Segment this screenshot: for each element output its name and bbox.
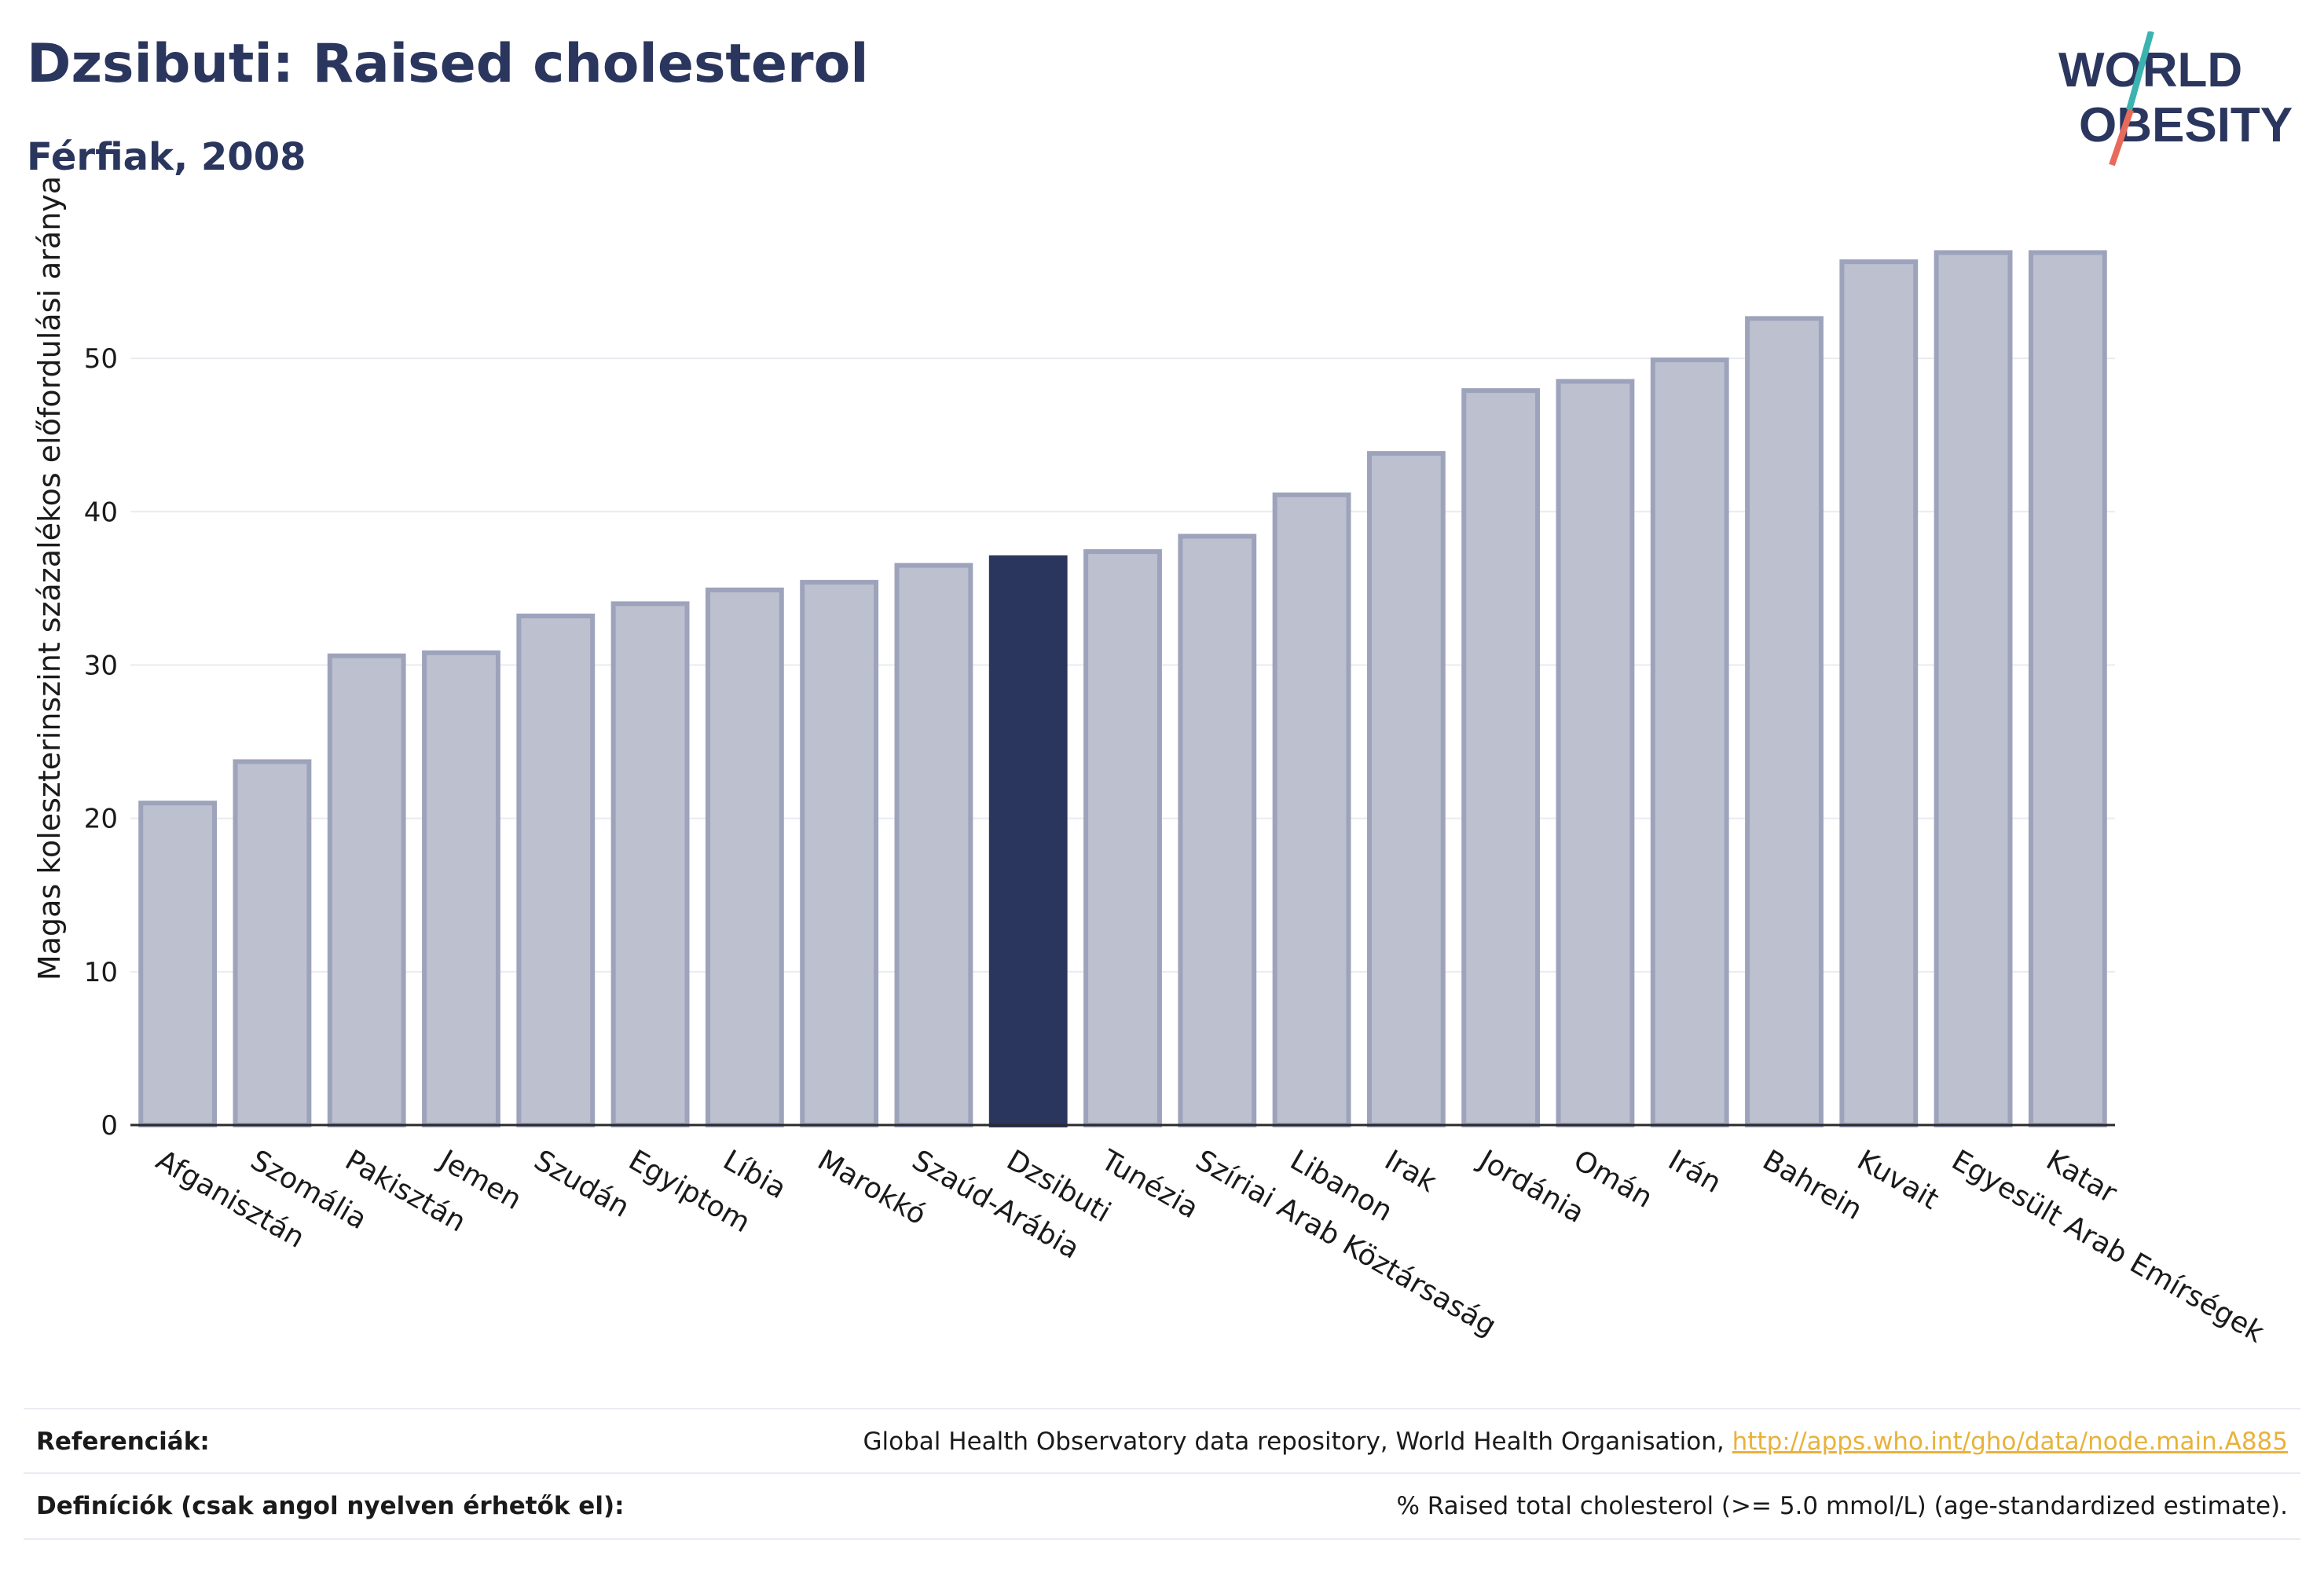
references-link[interactable]: http://apps.who.int/gho/data/node.main.A… [1732, 1428, 2288, 1456]
bar-Irak[interactable] [1366, 451, 1446, 1127]
x-tick-label: Szudán [529, 1144, 635, 1224]
bar-Omán[interactable] [1556, 379, 1635, 1127]
x-tick-label: Marokkó [812, 1144, 932, 1231]
bar-Libanon[interactable] [1272, 492, 1351, 1127]
bar-Tunézia[interactable] [1083, 549, 1162, 1127]
references-label: Referenciák: [36, 1428, 210, 1456]
chart-title: Dzsibuti: Raised cholesterol [27, 33, 869, 95]
bar-Dzsibuti[interactable] [988, 555, 1068, 1127]
logo-slash-top [2126, 31, 2154, 112]
logo-line-1: WORLD [2058, 43, 2242, 97]
y-tick-label: 20 [84, 804, 118, 835]
bar-Líbia[interactable] [705, 587, 784, 1127]
bar-Szudán[interactable] [516, 614, 596, 1127]
bar-Irán[interactable] [1650, 357, 1729, 1127]
bar-Bahrein[interactable] [1745, 316, 1824, 1128]
definitions-row: Definíciók (csak angol nyelven érhetők e… [24, 1472, 2300, 1540]
y-tick-label: 40 [84, 497, 118, 528]
y-tick-label: 50 [84, 343, 118, 375]
bar-Szíriai Arab Köztársaság[interactable] [1178, 533, 1257, 1127]
x-tick-label: Bahrein [1758, 1144, 1868, 1226]
references-row: Referenciák: Global Health Observatory d… [24, 1408, 2300, 1474]
world-obesity-logo: WORLD OBESITY [2058, 31, 2293, 167]
bars [130, 250, 2115, 1128]
bar-Szaúd-Arábia[interactable] [894, 563, 973, 1127]
bar-Egyesült Arab Emírségek[interactable] [1934, 250, 2013, 1127]
references-text: Global Health Observatory data repositor… [863, 1428, 1725, 1456]
bar-Egyiptom[interactable] [610, 601, 690, 1127]
chart-subtitle: Férfiak, 2008 [27, 135, 306, 179]
y-tick-label: 10 [84, 957, 118, 988]
x-tick-label: Irán [1662, 1144, 1726, 1200]
bar-Jemen[interactable] [422, 650, 500, 1127]
bar-Katar[interactable] [2028, 250, 2107, 1127]
bar-chart: 0 10 20 30 40 50 AfganisztánSzomáliaPakisztán… [32, 176, 2270, 1350]
x-tick-label: Kuvait [1852, 1144, 1945, 1216]
references-value: Global Health Observatory data repositor… [863, 1428, 2300, 1456]
x-tick-label: Irak [1379, 1144, 1442, 1199]
definitions-label: Definíciók (csak angol nyelven érhetők e… [36, 1492, 625, 1520]
bar-Jordánia[interactable] [1461, 388, 1541, 1127]
bar-Kuvait[interactable] [1839, 259, 1919, 1127]
y-axis-label: Magas koleszterinszint százalékos előfor… [32, 176, 67, 980]
bar-Afganisztán[interactable] [138, 801, 218, 1127]
y-tick-labels: 0 10 20 30 40 50 [84, 343, 118, 1142]
logo-line-2: OBESITY [2079, 98, 2293, 152]
bar-Pakisztán[interactable] [327, 653, 406, 1127]
bar-Szomália[interactable] [233, 759, 312, 1128]
y-tick-label: 30 [84, 650, 118, 681]
logo-slash-bottom [2109, 108, 2134, 167]
definitions-value: % Raised total cholesterol (>= 5.0 mmol/… [1396, 1492, 2288, 1520]
bar-Marokkó[interactable] [800, 580, 879, 1127]
x-tick-label: Jordánia [1472, 1143, 1589, 1230]
x-tick-label: Tunézia [1095, 1144, 1204, 1226]
y-tick-label: 0 [101, 1110, 118, 1142]
